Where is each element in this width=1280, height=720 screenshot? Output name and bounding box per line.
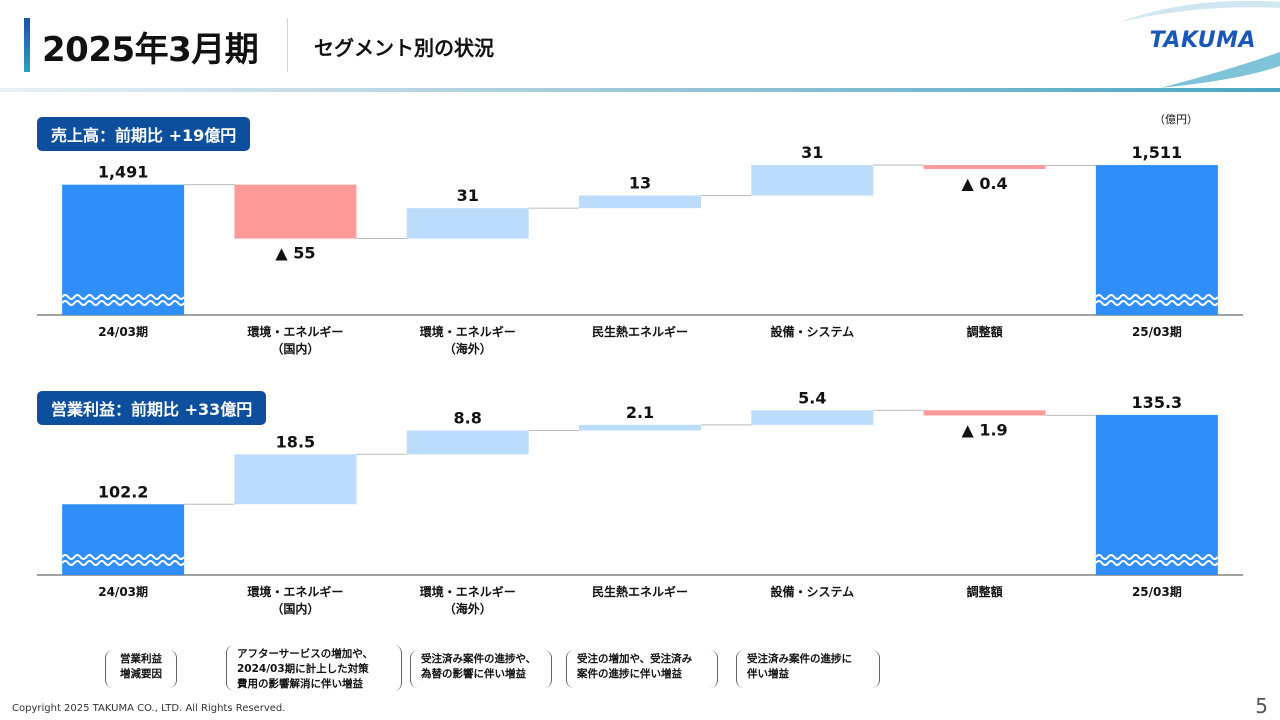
category-label: 設備・システム bbox=[770, 584, 854, 599]
header-divider bbox=[287, 18, 288, 72]
wave-mark bbox=[61, 560, 185, 566]
data-label: 1,491 bbox=[98, 163, 149, 182]
category-label: 環境・エネルギー bbox=[247, 584, 343, 599]
data-label: 8.8 bbox=[454, 409, 482, 428]
data-label: 31 bbox=[457, 186, 479, 205]
category-label: 調整額 bbox=[967, 324, 1003, 339]
page-number: 5 bbox=[1255, 694, 1268, 718]
company-logo: TAKUMA bbox=[1149, 28, 1256, 53]
data-label: 18.5 bbox=[276, 432, 315, 451]
title-accent-bar bbox=[24, 18, 30, 72]
logo-swoosh-icon bbox=[1120, 0, 1280, 88]
wave-mark bbox=[1095, 294, 1219, 300]
bar bbox=[234, 184, 357, 239]
category-label: 環境・エネルギー bbox=[420, 584, 516, 599]
note-text: 受注済み案件の進捗や、 為替の影響に伴い増益 bbox=[421, 653, 537, 680]
category-label: 民生熱エネルギー bbox=[592, 584, 688, 599]
data-label: 135.3 bbox=[1132, 393, 1183, 412]
notes-heading: 営業利益 増減要因 bbox=[105, 650, 177, 688]
copyright-text: Copyright 2025 TAKUMA CO., LTD. All Righ… bbox=[12, 703, 286, 714]
category-label: 環境・エネルギー bbox=[247, 324, 343, 339]
category-label: 調整額 bbox=[967, 584, 1003, 599]
note-env-overseas: 受注済み案件の進捗や、 為替の影響に伴い増益 bbox=[410, 650, 552, 688]
category-label: （海外） bbox=[444, 341, 492, 356]
wave-mark bbox=[61, 294, 185, 300]
category-label: 環境・エネルギー bbox=[420, 324, 516, 339]
bar bbox=[579, 195, 701, 209]
note-text: 受注済み案件の進捗に 伴い増益 bbox=[747, 653, 852, 680]
bar bbox=[406, 430, 529, 455]
profit-waterfall-chart: 102.2 24/03期 18.5 環境・エネルギー （国内） 8.8 環境・エネルギー （海… bbox=[37, 388, 1243, 616]
bar bbox=[923, 410, 1046, 416]
data-label: 13 bbox=[629, 173, 651, 192]
page-subtitle: セグメント別の状況 bbox=[314, 36, 494, 60]
data-label: 2.1 bbox=[626, 403, 654, 422]
category-label: 民生熱エネルギー bbox=[592, 324, 688, 339]
bar bbox=[234, 454, 357, 505]
category-label: 24/03期 bbox=[98, 584, 148, 599]
wave-mark bbox=[61, 300, 185, 306]
bar bbox=[923, 165, 1046, 170]
bar bbox=[579, 424, 701, 431]
bar bbox=[406, 208, 529, 239]
data-label: ▲ 55 bbox=[275, 244, 315, 263]
category-label: （海外） bbox=[444, 601, 492, 616]
sales-chart-title: 売上高：前期比 +19億円 bbox=[37, 117, 251, 151]
category-label: 25/03期 bbox=[1132, 324, 1182, 339]
data-label: ▲ 0.4 bbox=[961, 174, 1007, 193]
profit-chart-title: 営業利益：前期比 +33億円 bbox=[37, 391, 267, 425]
data-label: 1,511 bbox=[1132, 143, 1183, 162]
bar bbox=[1095, 165, 1218, 315]
note-text: 受注の増加や、受注済み 案件の進捗に伴い増益 bbox=[577, 653, 693, 680]
note-text: アフターサービスの増加や、 2024/03期に計上した対策 費用の影響解消に伴い… bbox=[237, 648, 373, 690]
notes-heading-text: 営業利益 増減要因 bbox=[120, 653, 162, 680]
wave-mark bbox=[1095, 300, 1219, 306]
category-label: 24/03期 bbox=[98, 324, 148, 339]
category-label: （国内） bbox=[271, 601, 319, 616]
bar bbox=[751, 410, 874, 425]
page-title: 2025年3月期 bbox=[42, 30, 259, 70]
category-label: 25/03期 bbox=[1132, 584, 1182, 599]
note-heat-energy: 受注の増加や、受注済み 案件の進捗に伴い増益 bbox=[566, 650, 718, 688]
header-rule bbox=[0, 88, 1280, 92]
data-label: ▲ 1.9 bbox=[961, 420, 1007, 439]
note-env-domestic: アフターサービスの増加や、 2024/03期に計上した対策 費用の影響解消に伴い… bbox=[226, 645, 402, 691]
bar bbox=[751, 165, 874, 196]
note-equipment: 受注済み案件の進捗に 伴い増益 bbox=[736, 650, 880, 688]
category-label: 設備・システム bbox=[770, 324, 854, 339]
wave-mark bbox=[1095, 554, 1219, 560]
wave-mark bbox=[1095, 560, 1219, 566]
wave-mark bbox=[61, 554, 185, 560]
bar bbox=[62, 184, 185, 315]
category-label: （国内） bbox=[271, 341, 319, 356]
bar bbox=[1095, 414, 1218, 575]
data-label: 31 bbox=[801, 143, 823, 162]
data-label: 5.4 bbox=[798, 388, 826, 407]
data-label: 102.2 bbox=[98, 482, 149, 501]
sales-waterfall-chart: 1,491 24/03期 ▲ 55 環境・エネルギー （国内） 31 環境・エネルギー （海外… bbox=[37, 143, 1243, 356]
unit-label: （億円） bbox=[1154, 113, 1198, 126]
